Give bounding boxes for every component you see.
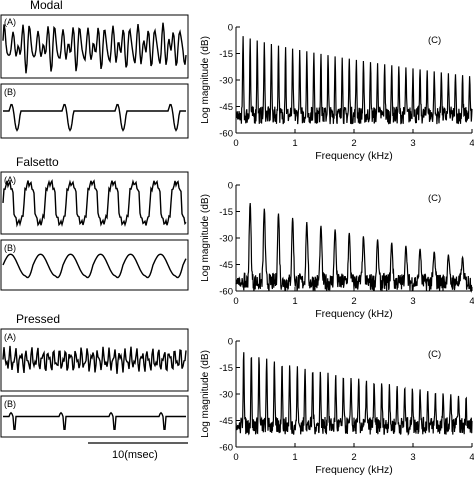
falsetto-flow-trace [2, 253, 187, 279]
falsetto-flow-label: (B) [4, 243, 16, 253]
y-axis-label: Log magnitude (dB) [200, 350, 211, 438]
modal-flow-trace [3, 103, 186, 132]
modal-waveform-frame [0, 14, 189, 79]
y-tick-label: -30 [219, 76, 233, 87]
y-tick-label: -60 [219, 287, 233, 298]
x-tick-label: 3 [410, 296, 415, 307]
modal-waveform-trace [2, 22, 187, 74]
modal-group: Modal (A) (B) 0-15-30-45-600 1 2 3 4Frequenc… [0, 0, 474, 163]
pressed-flow-trace [3, 411, 186, 430]
y-tick-label: 0 [228, 181, 233, 192]
modal-flow-label: (B) [4, 87, 16, 97]
falsetto-waveform-label: (A) [4, 175, 16, 185]
spectrum-trace [235, 36, 473, 125]
y-tick-label: -15 [219, 207, 233, 218]
spectrum-panel-label: (C) [428, 35, 441, 46]
modal-flow-frame [0, 83, 189, 139]
y-axis-label: Log magnitude (dB) [200, 36, 211, 124]
spectrum-trace [235, 352, 473, 436]
spectrum-trace [235, 202, 473, 294]
spectrum-panel-label: (C) [428, 193, 441, 204]
x-tick-label: 1 [292, 138, 297, 149]
x-tick-label: 4 [469, 452, 474, 463]
falsetto-waveform-frame [0, 171, 189, 235]
x-tick-label: 4 [469, 296, 474, 307]
section-title-falsetto: Falsetto [16, 155, 59, 169]
pressed-flow-label: (B) [4, 399, 16, 409]
x-tick-label: 3 [410, 138, 415, 149]
y-tick-label: -60 [219, 443, 233, 454]
x-tick-label: 1 [292, 452, 297, 463]
x-tick-label: 0 [233, 138, 238, 149]
x-tick-label: 1 [292, 296, 297, 307]
x-tick-label: 2 [351, 296, 356, 307]
pressed-flow-frame [0, 395, 189, 438]
section-title-pressed: Pressed [16, 312, 60, 326]
y-tick-label: -15 [219, 363, 233, 374]
y-tick-label: 0 [228, 337, 233, 348]
pressed-waveform-label: (A) [4, 332, 16, 342]
x-tick-label: 0 [233, 296, 238, 307]
spectrum-panel-label: (C) [428, 349, 441, 360]
x-tick-label: 0 [233, 452, 238, 463]
y-tick-label: -15 [219, 49, 233, 60]
falsetto-flow-frame [0, 239, 189, 291]
falsetto-group: Falsetto (A) (B) 0-15-30-45-600 1 2 3 4Frequ… [0, 155, 474, 321]
x-tick-label: 2 [351, 138, 356, 149]
x-tick-label: 4 [469, 138, 474, 149]
x-axis-label: Frequency (kHz) [315, 464, 393, 476]
pressed-group: Pressed (A) (B) 0-15-30-45-600 1 2 3 4Freque… [0, 312, 474, 477]
y-tick-label: -30 [219, 390, 233, 401]
pressed-waveform-frame [0, 328, 189, 392]
y-tick-label: -45 [219, 102, 233, 113]
section-title-modal: Modal [30, 0, 63, 12]
time-scale-label: 10(msec) [112, 449, 158, 461]
y-tick-label: -60 [219, 129, 233, 140]
x-tick-label: 2 [351, 452, 356, 463]
y-axis-label: Log magnitude (dB) [200, 194, 211, 282]
y-tick-label: -45 [219, 416, 233, 427]
pressed-waveform-trace [2, 345, 187, 374]
y-tick-label: -45 [219, 260, 233, 271]
y-tick-label: 0 [228, 23, 233, 34]
modal-waveform-label: (A) [4, 17, 16, 27]
x-axis-label: Frequency (kHz) [315, 308, 393, 320]
y-tick-label: -30 [219, 234, 233, 245]
x-tick-label: 3 [410, 452, 415, 463]
x-axis-label: Frequency (kHz) [315, 150, 393, 162]
falsetto-waveform-trace [2, 178, 187, 228]
